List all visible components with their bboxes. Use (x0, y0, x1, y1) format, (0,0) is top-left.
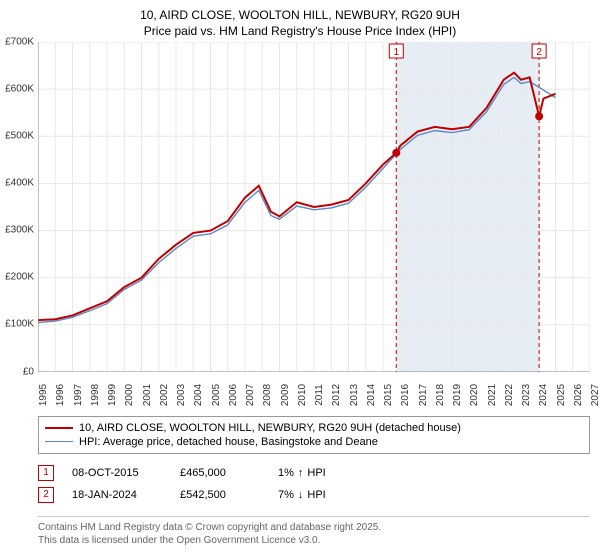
x-tick-label: 2012 (331, 383, 342, 405)
x-tick-label: 2011 (314, 384, 325, 406)
x-tick-label: 2025 (556, 383, 567, 405)
x-tick-label: 1995 (38, 383, 49, 405)
legend-item: 10, AIRD CLOSE, WOOLTON HILL, NEWBURY, R… (45, 421, 583, 435)
sale-price: £542,500 (180, 489, 260, 501)
sale-marker: 2 (38, 487, 54, 503)
x-tick-label: 1998 (90, 383, 101, 405)
x-tick-label: 2026 (573, 383, 584, 405)
x-tick-label: 2019 (452, 383, 463, 405)
x-tick-label: 2003 (176, 383, 187, 405)
sale-row: 2 18-JAN-2024 £542,500 7%↓HPI (38, 484, 590, 506)
x-tick-label: 2010 (297, 383, 308, 405)
chart-title: 10, AIRD CLOSE, WOOLTON HILL, NEWBURY, R… (0, 0, 600, 24)
legend-item: HPI: Average price, detached house, Basi… (45, 435, 583, 449)
sale-date: 18-JAN-2024 (72, 489, 162, 501)
x-tick-label: 2027 (590, 383, 600, 405)
x-tick-label: 1996 (55, 383, 66, 405)
x-tick-label: 2024 (538, 383, 549, 405)
x-tick-label: 2005 (211, 383, 222, 405)
footer-line1: Contains HM Land Registry data © Crown c… (38, 521, 590, 534)
y-tick-label: £400K (0, 178, 34, 189)
x-tick-label: 2008 (262, 383, 273, 405)
y-tick-label: £0 (0, 366, 34, 377)
x-tick-label: 2002 (159, 383, 170, 405)
chart-plot-area: 12 £0£100K£200K£300K£400K£500K£600K£700K… (38, 42, 590, 372)
sale-row: 1 08-OCT-2015 £465,000 1%↑HPI (38, 462, 590, 484)
x-tick-label: 1999 (107, 383, 118, 405)
sale-marker: 1 (38, 465, 54, 481)
x-tick-label: 2017 (418, 383, 429, 405)
x-tick-label: 1997 (73, 383, 84, 405)
x-tick-label: 2009 (280, 383, 291, 405)
sales-table: 1 08-OCT-2015 £465,000 1%↑HPI 2 18-JAN-2… (38, 462, 590, 506)
y-tick-label: £200K (0, 272, 34, 283)
x-tick-label: 2022 (504, 383, 515, 405)
x-tick-label: 2018 (435, 383, 446, 405)
y-tick-label: £700K (0, 36, 34, 47)
x-tick-label: 2021 (487, 383, 498, 405)
x-tick-label: 2013 (349, 383, 360, 405)
line-chart-svg: 12 (38, 42, 590, 372)
footer-attribution: Contains HM Land Registry data © Crown c… (38, 516, 590, 547)
sale-delta: 1%↑HPI (278, 467, 326, 479)
legend-label: HPI: Average price, detached house, Basi… (79, 436, 378, 448)
legend-swatch (45, 427, 73, 429)
x-tick-label: 2016 (400, 383, 411, 405)
legend-label: 10, AIRD CLOSE, WOOLTON HILL, NEWBURY, R… (79, 422, 461, 434)
x-tick-label: 2001 (142, 383, 153, 405)
y-tick-label: £600K (0, 83, 34, 94)
footer-line2: This data is licensed under the Open Gov… (38, 534, 590, 547)
sale-date: 08-OCT-2015 (72, 467, 162, 479)
x-tick-label: 2007 (245, 383, 256, 405)
x-tick-label: 2004 (193, 383, 204, 405)
x-tick-label: 2000 (124, 383, 135, 405)
x-tick-label: 2015 (383, 383, 394, 405)
x-tick-label: 2020 (469, 383, 480, 405)
x-tick-label: 2023 (521, 383, 532, 405)
x-tick-label: 2014 (366, 383, 377, 405)
svg-text:1: 1 (394, 47, 400, 58)
y-tick-label: £300K (0, 225, 34, 236)
sale-delta: 7%↓HPI (278, 489, 326, 501)
chart-container: 10, AIRD CLOSE, WOOLTON HILL, NEWBURY, R… (0, 0, 600, 560)
svg-text:2: 2 (536, 47, 542, 58)
x-tick-label: 2006 (228, 383, 239, 405)
legend-swatch (45, 441, 73, 442)
legend: 10, AIRD CLOSE, WOOLTON HILL, NEWBURY, R… (38, 416, 590, 454)
sale-price: £465,000 (180, 467, 260, 479)
chart-subtitle: Price paid vs. HM Land Registry's House … (0, 24, 600, 42)
y-tick-label: £500K (0, 130, 34, 141)
y-tick-label: £100K (0, 319, 34, 330)
